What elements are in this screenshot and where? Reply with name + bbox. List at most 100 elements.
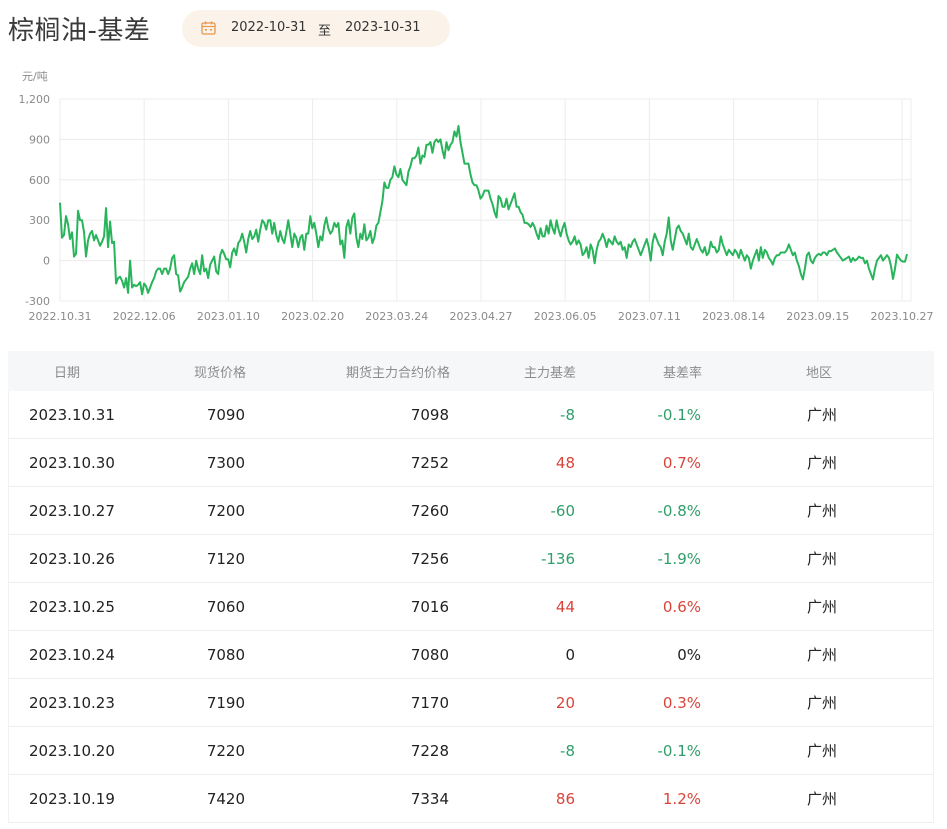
header: 棕榈油-基差 2022-10-31 至 2023-10-31 [0,0,947,58]
y-tick-label: 600 [29,174,50,187]
y-tick-label: 900 [29,133,50,146]
table-row: 2023.10.23 7190 7170 20 0.3% 广州 [8,679,934,727]
cell-region: 广州 [807,742,838,760]
cell-region: 广州 [807,454,838,472]
page-title: 棕榈油-基差 [8,16,151,46]
cell-spot-price: 7190 [206,693,245,712]
cell-region: 广州 [807,550,838,568]
chart-grid [59,98,912,302]
cell-futures-price: 7080 [410,645,449,664]
x-tick-label: 2023.03.24 [365,310,428,323]
chart-series [59,124,908,296]
cell-basis: -8 [560,741,575,760]
cell-region: 广州 [807,502,838,520]
cell-basis-rate: 1.2% [662,789,701,808]
cell-futures-price: 7098 [410,405,449,424]
table-row: 2023.10.24 7080 7080 0 0% 广州 [8,631,934,679]
cell-spot-price: 7080 [206,645,245,664]
cell-basis: -60 [550,501,576,520]
x-tick-label: 2023.07.11 [618,310,681,323]
cell-date: 2023.10.26 [29,549,115,568]
table-row: 2023.10.27 7200 7260 -60 -0.8% 广州 [8,487,934,535]
cell-region: 广州 [807,598,838,616]
end-date[interactable]: 2023-10-31 [345,20,421,35]
table-row: 2023.10.30 7300 7252 48 0.7% 广州 [8,439,934,487]
cell-basis: 86 [555,789,575,808]
cell-basis: -136 [540,549,575,568]
y-tick-label: 300 [29,214,50,227]
cell-futures-price: 7016 [410,597,449,616]
cell-date: 2023.10.19 [29,789,115,808]
table-row: 2023.10.31 7090 7098 -8 -0.1% 广州 [8,391,934,439]
cell-spot-price: 7220 [206,741,245,760]
table-row: 2023.10.26 7120 7256 -136 -1.9% 广州 [8,535,934,583]
basis-table: 日期 现货价格 期货主力合约价格 主力基差 基差率 地区 2023.10.31 7… [8,351,934,823]
table-header: 日期 现货价格 期货主力合约价格 主力基差 基差率 地区 [8,351,934,391]
cell-futures-price: 7228 [410,741,449,760]
cell-region: 广州 [807,790,838,808]
cell-date: 2023.10.23 [29,693,115,712]
cell-region: 广州 [807,694,838,712]
cell-basis-rate: -0.1% [657,405,701,424]
cell-basis-rate: 0.6% [662,597,701,616]
table-row: 2023.10.25 7060 7016 44 0.6% 广州 [8,583,934,631]
x-tick-label: 2022.12.06 [113,310,176,323]
cell-date: 2023.10.20 [29,741,115,760]
x-tick-label: 2023.06.05 [534,310,597,323]
cell-basis: -8 [560,405,575,424]
cell-spot-price: 7060 [206,597,245,616]
cell-futures-price: 7260 [410,501,449,520]
basis-chart: 元/吨 1,200 900 600 300 0 -300 2022.10.31 2022.12.… [0,58,947,330]
date-range-picker[interactable]: 2022-10-31 至 2023-10-31 [182,10,450,47]
cell-spot-price: 7090 [206,405,245,424]
cell-futures-price: 7334 [410,789,449,808]
y-axis-label: 元/吨 [22,70,48,83]
cell-futures-price: 7252 [410,453,449,472]
calendar-icon[interactable] [201,21,216,35]
cell-basis-rate: 0.3% [662,693,701,712]
table-body: 2023.10.31 7090 7098 -8 -0.1% 广州 2023.10.30 730… [8,391,934,823]
cell-date: 2023.10.27 [29,501,115,520]
cell-spot-price: 7200 [206,501,245,520]
y-tick-label: -300 [25,295,50,308]
x-tick-label: 2022.10.31 [29,310,92,323]
cell-date: 2023.10.25 [29,597,115,616]
cell-date: 2023.10.30 [29,453,115,472]
x-tick-label: 2023.01.10 [197,310,260,323]
col-header-basis: 主力基差 [523,365,576,381]
cell-region: 广州 [807,646,838,664]
basis-line-chart: 元/吨 1,200 900 600 300 0 -300 2022.10.31 2022.12.… [19,70,934,323]
x-tick-label: 2023.02.20 [281,310,344,323]
date-separator: 至 [318,24,332,39]
basis-series-line [59,124,908,296]
start-date[interactable]: 2022-10-31 [231,20,307,35]
cell-date: 2023.10.24 [29,645,115,664]
cell-spot-price: 7420 [206,789,245,808]
x-tick-label: 2023.10.27 [871,310,934,323]
x-tick-label: 2023.09.15 [786,310,849,323]
col-header-spot: 现货价格 [193,365,246,381]
col-header-region: 地区 [806,365,833,381]
cell-basis-rate: 0.7% [662,453,701,472]
cell-date: 2023.10.31 [29,405,115,424]
cell-basis: 20 [555,693,575,712]
chart-axes: 元/吨 1,200 900 600 300 0 -300 2022.10.31 2022.12.… [19,70,934,323]
cell-futures-price: 7170 [410,693,449,712]
cell-spot-price: 7300 [206,453,245,472]
y-tick-label: 0 [43,255,50,268]
cell-futures-price: 7256 [410,549,449,568]
cell-basis-rate: 0% [677,645,701,664]
x-tick-label: 2023.08.14 [702,310,765,323]
cell-spot-price: 7120 [206,549,245,568]
cell-basis: 0 [565,645,575,664]
cell-basis: 48 [555,453,575,472]
cell-basis-rate: -0.1% [657,741,701,760]
table-row: 2023.10.19 7420 7334 86 1.2% 广州 [8,775,934,823]
col-header-date: 日期 [54,365,81,381]
cell-basis-rate: -0.8% [657,501,701,520]
y-tick-label: 1,200 [19,93,51,106]
cell-basis-rate: -1.9% [657,549,701,568]
cell-region: 广州 [807,406,838,424]
col-header-futures: 期货主力合约价格 [345,365,450,381]
col-header-rate: 基差率 [662,365,702,381]
